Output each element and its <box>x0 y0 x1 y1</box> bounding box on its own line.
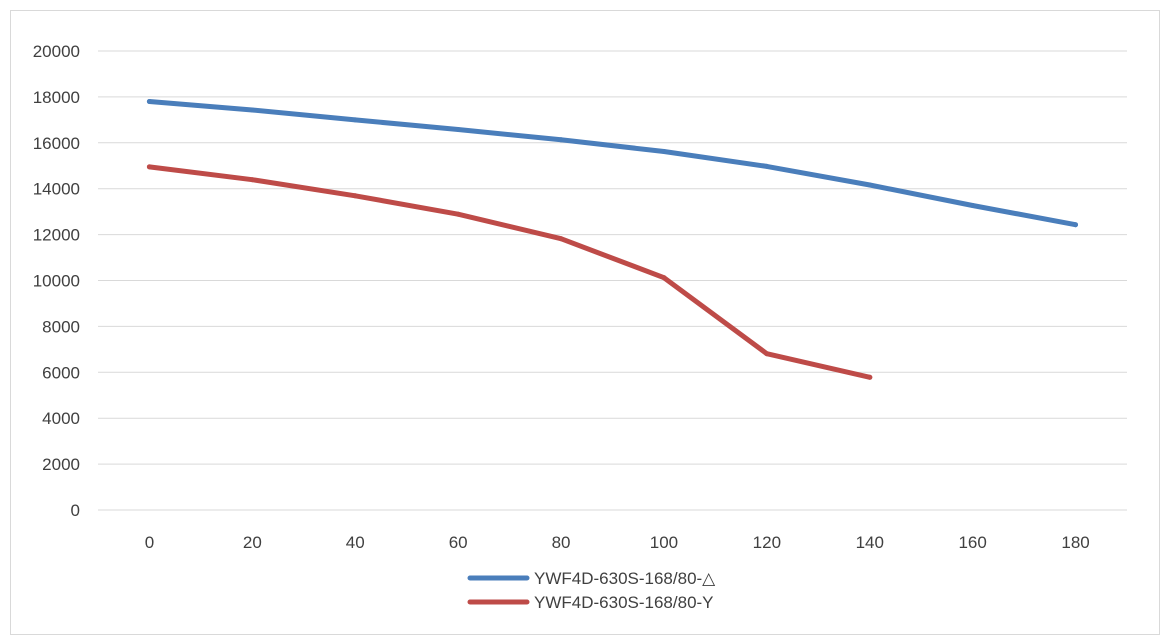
gridlines <box>98 50 1127 511</box>
legend-label: YWF4D-630S-168/80-△ <box>534 569 716 588</box>
data-point <box>661 275 667 281</box>
data-point <box>558 137 564 143</box>
data-point <box>249 177 255 183</box>
y-tick-label: 14000 <box>33 180 80 199</box>
data-point <box>867 374 873 380</box>
x-tick-label: 160 <box>958 533 986 552</box>
data-point <box>146 99 152 104</box>
data-point <box>352 117 358 123</box>
y-tick-label: 12000 <box>33 226 80 245</box>
x-tick-label: 20 <box>243 533 262 552</box>
data-point <box>1073 222 1078 228</box>
data-point <box>558 236 564 242</box>
x-tick-label: 100 <box>650 533 678 552</box>
series-line-1 <box>146 99 1078 228</box>
x-tick-label: 80 <box>552 533 571 552</box>
x-tick-label: 180 <box>1061 533 1089 552</box>
y-tick-label: 18000 <box>33 88 80 107</box>
y-tick-label: 0 <box>71 501 80 520</box>
chart-frame <box>10 10 1160 635</box>
legend-label: YWF4D-630S-168/80-Y <box>534 593 714 612</box>
y-tick-label: 10000 <box>33 272 80 291</box>
y-tick-label: 6000 <box>42 363 80 382</box>
series-lines <box>146 99 1078 380</box>
x-tick-label: 0 <box>145 533 154 552</box>
y-tick-label: 20000 <box>33 42 80 61</box>
data-point <box>661 149 667 154</box>
x-tick-label: 120 <box>753 533 781 552</box>
data-point <box>146 164 152 170</box>
y-tick-label: 8000 <box>42 317 80 336</box>
data-point <box>970 203 976 208</box>
y-tick-label: 4000 <box>42 409 80 428</box>
data-point <box>764 351 770 357</box>
x-tick-label: 140 <box>856 533 884 552</box>
data-point <box>352 193 358 199</box>
x-axis-ticks: 0 20 40 60 80 100 120 140 160 180 <box>145 533 1090 552</box>
x-tick-label: 60 <box>449 533 468 552</box>
series-line-2 <box>146 164 873 380</box>
data-point <box>867 182 873 188</box>
data-point <box>455 211 461 217</box>
data-point <box>455 127 461 132</box>
x-tick-label: 40 <box>346 533 365 552</box>
y-tick-label: 2000 <box>42 455 80 474</box>
legend: YWF4D-630S-168/80-△ YWF4D-630S-168/80-Y <box>467 569 716 612</box>
data-point <box>764 163 770 169</box>
y-axis-ticks: 0 2000 4000 6000 8000 10000 12000 14000 16000 180… <box>33 42 80 520</box>
y-tick-label: 16000 <box>33 134 80 153</box>
data-point <box>249 107 255 113</box>
